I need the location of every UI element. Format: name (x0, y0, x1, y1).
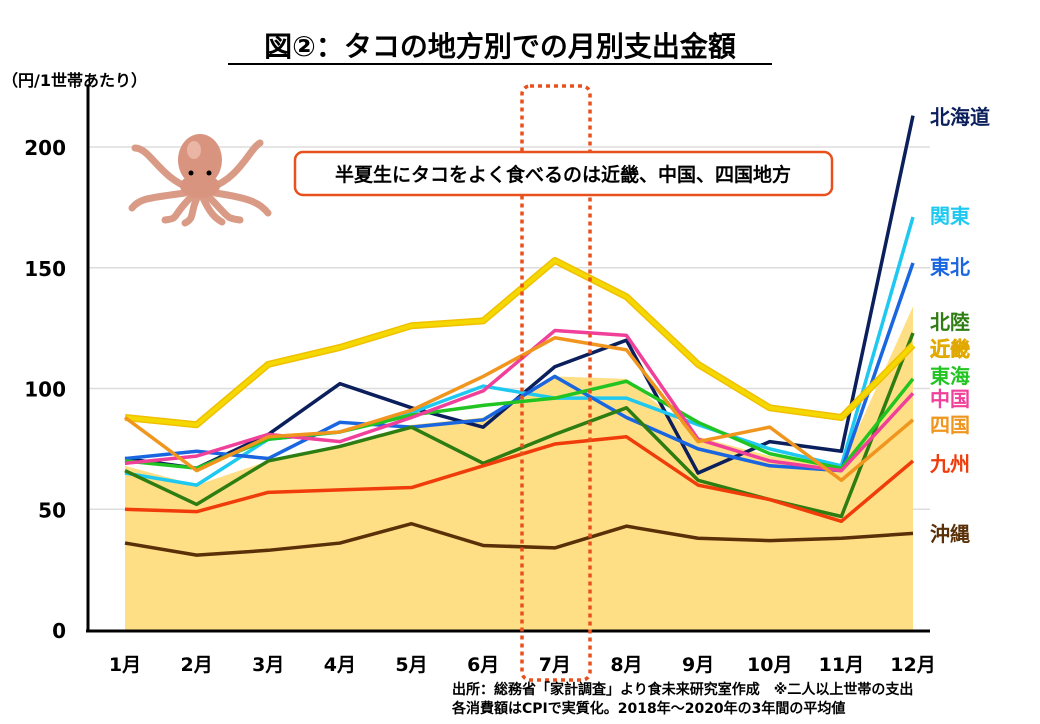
source-line-1: 出所：総務省「家計調査」より食未来研究室作成 ※二人以上世帯の支出 (452, 681, 913, 698)
x-tick-label: 7月 (539, 654, 571, 676)
series-label: 東海 (930, 364, 970, 388)
series-line-沖縄 (124, 521, 914, 557)
source-line-2: 各消費額はCPIで実質化。2018年～2020年の3年間の平均値 (451, 700, 845, 717)
annotation-text: 半夏生にタコをよく食べるのは近畿、中国、四国地方 (335, 163, 791, 186)
series-label: 北陸 (930, 310, 970, 334)
x-tick-label: 12月 (890, 654, 935, 676)
series-label: 沖縄 (930, 522, 970, 546)
july-highlight-box (520, 84, 592, 682)
series-line-近畿 (124, 258, 915, 427)
series-label: 近畿 (930, 337, 970, 361)
y-axis-label: （円/1世帯あたり） (2, 71, 147, 90)
x-tick-label: 6月 (467, 654, 499, 676)
x-tick-label: 4月 (324, 654, 356, 676)
x-tick-label: 3月 (252, 654, 284, 676)
octopus-illustration (128, 134, 272, 227)
series-label: 四国 (930, 413, 970, 437)
x-tick-label: 9月 (682, 654, 714, 676)
x-tick-label: 5月 (395, 654, 427, 676)
series-line-九州 (124, 435, 915, 524)
area-series (125, 306, 913, 630)
series-label: 関東 (930, 204, 970, 228)
series-line-関東 (124, 216, 915, 487)
x-tick-label: 11月 (819, 654, 864, 676)
series-line-東北 (124, 262, 915, 473)
chart-title: 図②：タコの地方別での月別支出金額 (264, 30, 736, 63)
x-tick-label: 8月 (610, 654, 642, 676)
x-tick-label: 10月 (747, 654, 792, 676)
y-tick-label: 0 (52, 619, 66, 643)
y-tick-label: 100 (24, 378, 66, 402)
y-tick-label: 150 (24, 257, 66, 281)
x-tick-label: 2月 (181, 654, 213, 676)
annotation-box (293, 150, 834, 197)
series-line-中国 (124, 328, 915, 473)
series-label: 東北 (930, 255, 970, 279)
y-tick-label: 50 (38, 498, 66, 522)
series-label: 中国 (930, 387, 970, 411)
series-label: 九州 (929, 452, 970, 476)
series-label: 北海道 (930, 105, 990, 129)
series-line-四国 (123, 336, 915, 483)
x-tick-label: 1月 (109, 654, 141, 676)
y-tick-label: 200 (24, 136, 66, 160)
